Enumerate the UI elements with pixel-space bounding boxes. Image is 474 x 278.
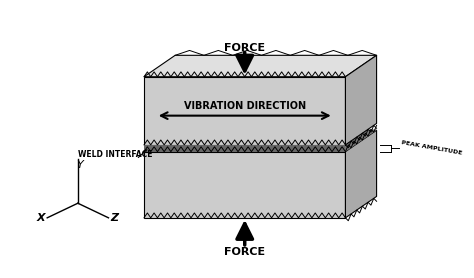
Text: X: X bbox=[37, 213, 46, 223]
Polygon shape bbox=[346, 55, 376, 145]
Polygon shape bbox=[144, 123, 376, 152]
Polygon shape bbox=[346, 130, 376, 218]
Polygon shape bbox=[144, 77, 346, 145]
Polygon shape bbox=[144, 130, 376, 152]
Text: WELD INTERFACE: WELD INTERFACE bbox=[78, 150, 152, 159]
Text: FORCE: FORCE bbox=[224, 43, 265, 53]
Text: Z: Z bbox=[110, 213, 118, 223]
Text: VIBRATION DIRECTION: VIBRATION DIRECTION bbox=[183, 101, 306, 111]
Text: Y: Y bbox=[76, 160, 83, 170]
Polygon shape bbox=[144, 145, 346, 152]
Text: FORCE: FORCE bbox=[224, 247, 265, 257]
Polygon shape bbox=[144, 152, 346, 218]
Polygon shape bbox=[144, 55, 376, 77]
Text: PEAK AMPLITUDE: PEAK AMPLITUDE bbox=[401, 140, 463, 156]
